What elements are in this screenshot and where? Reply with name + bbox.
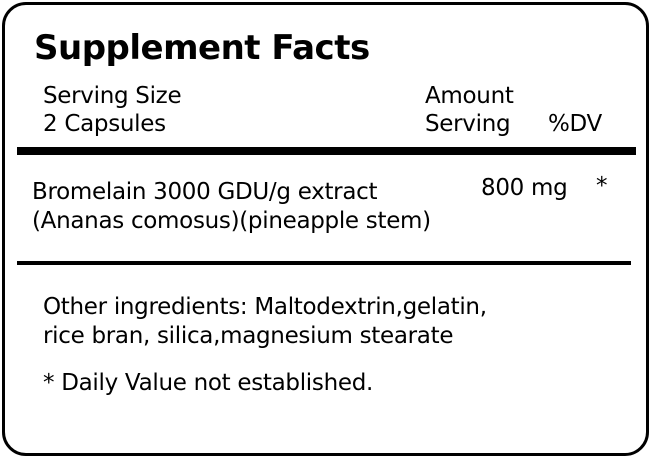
other-ingredients-line2: rice bran, silica,magnesium stearate [43, 323, 454, 349]
ingredient-name-line2: (Ananas comosus)(pineapple stem) [32, 208, 431, 234]
thick-divider [17, 147, 636, 155]
serving-header: Serving [425, 111, 511, 137]
ingredient-dv: * [596, 173, 608, 199]
dv-header: %DV [548, 111, 602, 137]
ingredient-name-line1: Bromelain 3000 GDU/g extract [32, 179, 378, 205]
serving-size-label: Serving Size [43, 83, 182, 109]
other-ingredients-line1: Other ingredients: Maltodextrin,gelatin, [43, 294, 487, 320]
ingredient-amount: 800 mg [481, 175, 568, 201]
thin-divider [17, 261, 631, 265]
footnote: * Daily Value not established. [43, 370, 374, 396]
amount-header: Amount [425, 83, 514, 109]
serving-size-value: 2 Capsules [43, 111, 166, 137]
label-title: Supplement Facts [34, 28, 370, 68]
